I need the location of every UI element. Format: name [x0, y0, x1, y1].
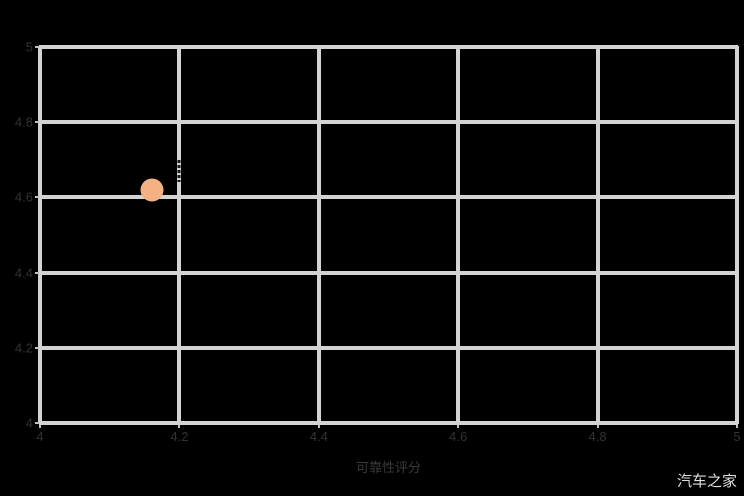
gridline-vertical — [735, 46, 739, 424]
y-tick-mark — [35, 271, 39, 274]
gridline-horizontal — [39, 270, 738, 275]
gridline-horizontal — [39, 345, 738, 350]
y-tick-mark — [35, 121, 39, 124]
plot-area — [35, 45, 739, 428]
x-tick-mark — [317, 424, 320, 428]
gridline-horizontal — [39, 421, 738, 425]
y-tick-mark — [35, 46, 39, 48]
x-tick-label: 4.6 — [449, 429, 468, 444]
x-tick-mark — [596, 424, 599, 428]
y-tick-label: 5 — [25, 39, 33, 55]
x-tick-label: 4.8 — [588, 429, 607, 444]
x-tick-mark — [39, 424, 41, 428]
y-tick-label: 4.8 — [14, 114, 33, 130]
gridline-horizontal — [39, 45, 738, 49]
y-tick-mark — [35, 422, 39, 424]
y-tick-mark — [35, 196, 39, 199]
x-tick-label: 4.2 — [170, 429, 189, 444]
gridline-horizontal — [39, 195, 738, 200]
x-axis-label: 可靠性评分 — [355, 460, 421, 475]
gridline-vertical — [316, 46, 321, 424]
scatter-point — [140, 178, 164, 202]
x-tick-label: 4.4 — [309, 429, 328, 444]
y-tick-label: 4.6 — [14, 189, 33, 205]
x-tick-mark — [178, 424, 181, 428]
watermark: 汽车之家 — [676, 473, 737, 490]
gridline-vertical — [595, 46, 600, 424]
gridline-horizontal — [39, 120, 738, 125]
x-tick-label: 4 — [36, 429, 44, 444]
x-tick-mark — [457, 424, 460, 428]
gridline-vertical — [456, 46, 461, 424]
y-tick-mark — [35, 346, 39, 349]
dashed-marker — [177, 159, 181, 183]
gridline-vertical — [38, 46, 42, 424]
gridline-vertical — [177, 46, 182, 424]
y-tick-label: 4 — [25, 415, 33, 431]
x-tick-mark — [736, 424, 738, 428]
x-axis-tick-labels: 4 4.2 4.4 4.6 4.8 5 — [36, 429, 741, 445]
y-tick-label: 4.4 — [14, 265, 33, 281]
x-tick-label: 5 — [733, 429, 741, 444]
y-axis-tick-labels: 4 4.2 4.4 4.6 4.8 5 — [0, 40, 33, 431]
y-tick-label: 4.2 — [14, 340, 33, 356]
